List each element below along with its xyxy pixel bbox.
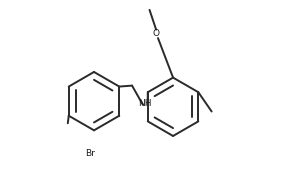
Text: NH: NH	[138, 100, 152, 108]
Text: Br: Br	[85, 149, 95, 158]
Text: O: O	[153, 29, 160, 38]
